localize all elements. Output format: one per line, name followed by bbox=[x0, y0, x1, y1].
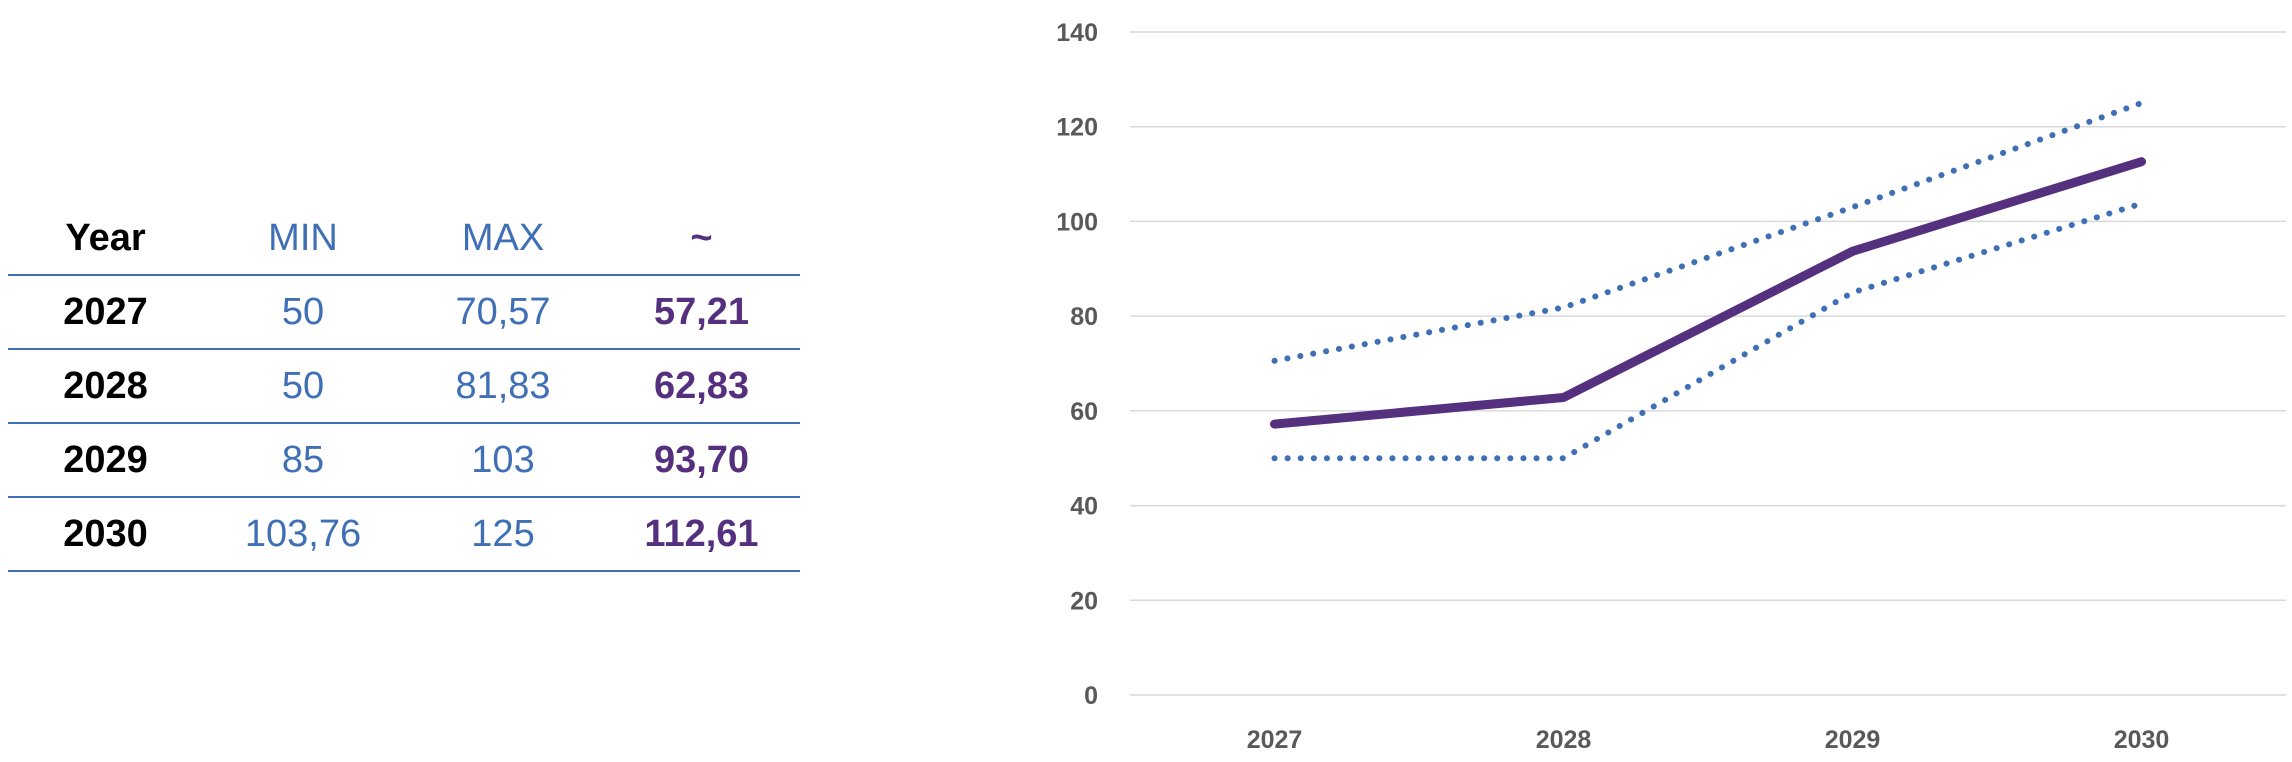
data-table: Year MIN MAX ~ 2027 50 70,57 57,21 2028 … bbox=[8, 202, 800, 572]
cell-average: 112,61 bbox=[603, 497, 800, 572]
cell-max: 70,57 bbox=[403, 275, 603, 350]
header-average: ~ bbox=[603, 202, 800, 276]
cell-year: 2027 bbox=[8, 275, 203, 350]
y-tick-label: 40 bbox=[1070, 493, 1098, 521]
y-tick-label: 60 bbox=[1070, 398, 1098, 426]
x-tick-label: 2030 bbox=[2114, 726, 2170, 754]
line-chart: 0 20 40 60 80 100 120 140 2027 2028 2029 2030 bbox=[1056, 19, 2286, 754]
table-row: 2029 85 103 93,70 bbox=[8, 423, 800, 498]
y-tick-label: 20 bbox=[1070, 587, 1098, 615]
cell-average: 62,83 bbox=[603, 349, 800, 424]
x-tick-label: 2027 bbox=[1247, 726, 1303, 754]
y-tick-label: 100 bbox=[1056, 208, 1098, 236]
y-tick-label: 80 bbox=[1070, 303, 1098, 331]
y-tick-label: 120 bbox=[1056, 114, 1098, 142]
cell-average: 93,70 bbox=[603, 423, 800, 498]
header-max: MAX bbox=[403, 202, 603, 276]
cell-average: 57,21 bbox=[603, 275, 800, 350]
cell-min: 85 bbox=[203, 423, 403, 498]
header-min: MIN bbox=[203, 202, 403, 276]
cell-min: 50 bbox=[203, 275, 403, 350]
dotted-series-line bbox=[1271, 200, 2145, 462]
cell-min: 50 bbox=[203, 349, 403, 424]
y-tick-label: 140 bbox=[1056, 19, 1098, 47]
dotted-series-line bbox=[1271, 100, 2145, 364]
x-tick-label: 2028 bbox=[1536, 726, 1592, 754]
x-tick-label: 2029 bbox=[1825, 726, 1881, 754]
cell-min: 103,76 bbox=[203, 497, 403, 572]
table-row: 2027 50 70,57 57,21 bbox=[8, 275, 800, 350]
cell-max: 81,83 bbox=[403, 349, 603, 424]
header-year: Year bbox=[8, 202, 203, 276]
y-tick-label: 0 bbox=[1084, 682, 1098, 710]
table-header-row: Year MIN MAX ~ bbox=[8, 202, 800, 276]
cell-year: 2029 bbox=[8, 423, 203, 498]
cell-max: 125 bbox=[403, 497, 603, 572]
table-row: 2028 50 81,83 62,83 bbox=[8, 349, 800, 424]
solid-series-line bbox=[1270, 157, 2146, 429]
table-row: 2030 103,76 125 112,61 bbox=[8, 497, 800, 572]
cell-max: 103 bbox=[403, 423, 603, 498]
cell-year: 2028 bbox=[8, 349, 203, 424]
cell-year: 2030 bbox=[8, 497, 203, 572]
